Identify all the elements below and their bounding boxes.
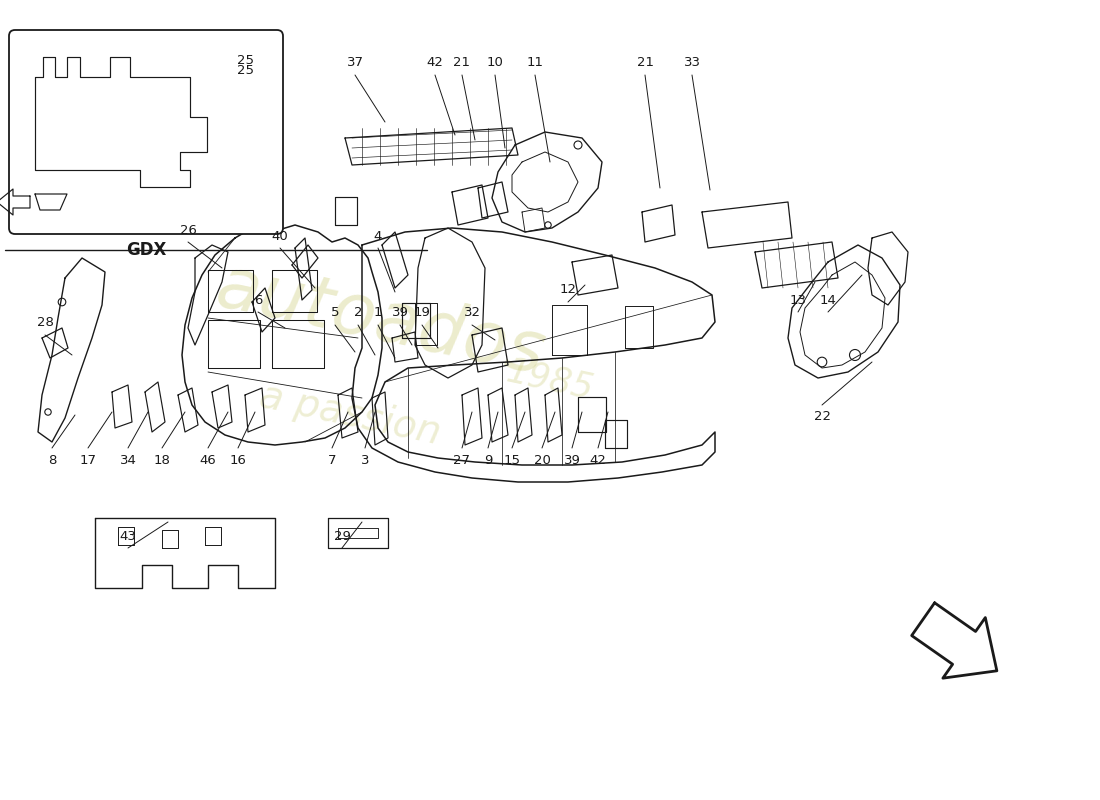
Text: 27: 27 xyxy=(453,454,471,466)
Text: 40: 40 xyxy=(272,230,288,242)
Text: 2: 2 xyxy=(354,306,362,319)
Text: 33: 33 xyxy=(683,57,701,70)
Text: 42: 42 xyxy=(590,454,606,466)
Text: 19: 19 xyxy=(414,306,430,319)
Text: GDX: GDX xyxy=(125,241,166,259)
Text: 7: 7 xyxy=(328,454,337,466)
Text: 4: 4 xyxy=(374,230,382,242)
Text: 34: 34 xyxy=(120,454,136,466)
Text: 42: 42 xyxy=(427,57,443,70)
Text: 39: 39 xyxy=(392,306,408,319)
Text: 18: 18 xyxy=(154,454,170,466)
Text: 9: 9 xyxy=(484,454,492,466)
Text: 15: 15 xyxy=(504,454,520,466)
Text: 39: 39 xyxy=(563,454,581,466)
Polygon shape xyxy=(912,603,997,678)
Text: 14: 14 xyxy=(820,294,836,306)
Text: 11: 11 xyxy=(527,57,543,70)
Text: 3: 3 xyxy=(361,454,370,466)
Text: 43: 43 xyxy=(120,530,136,542)
Text: 21: 21 xyxy=(453,57,471,70)
Text: 6: 6 xyxy=(254,294,262,306)
Text: 1985: 1985 xyxy=(503,354,597,406)
Text: 22: 22 xyxy=(814,410,830,423)
Text: 28: 28 xyxy=(36,317,54,330)
Text: 25: 25 xyxy=(238,63,254,77)
Text: 12: 12 xyxy=(560,283,576,297)
Text: autoados: autoados xyxy=(209,251,551,389)
Text: 16: 16 xyxy=(230,454,246,466)
Text: 21: 21 xyxy=(637,57,653,70)
Text: 8: 8 xyxy=(47,454,56,466)
Text: 25: 25 xyxy=(238,54,254,66)
Text: 1: 1 xyxy=(374,306,383,319)
Text: 5: 5 xyxy=(331,306,339,319)
Text: 17: 17 xyxy=(79,454,97,466)
Text: 29: 29 xyxy=(333,530,351,542)
Text: 26: 26 xyxy=(179,223,197,237)
Text: 13: 13 xyxy=(790,294,806,306)
Text: 37: 37 xyxy=(346,57,363,70)
Text: 10: 10 xyxy=(486,57,504,70)
Text: 32: 32 xyxy=(463,306,481,319)
Text: 46: 46 xyxy=(199,454,217,466)
Text: a passion: a passion xyxy=(256,378,444,453)
FancyBboxPatch shape xyxy=(9,30,283,234)
Text: 20: 20 xyxy=(534,454,550,466)
